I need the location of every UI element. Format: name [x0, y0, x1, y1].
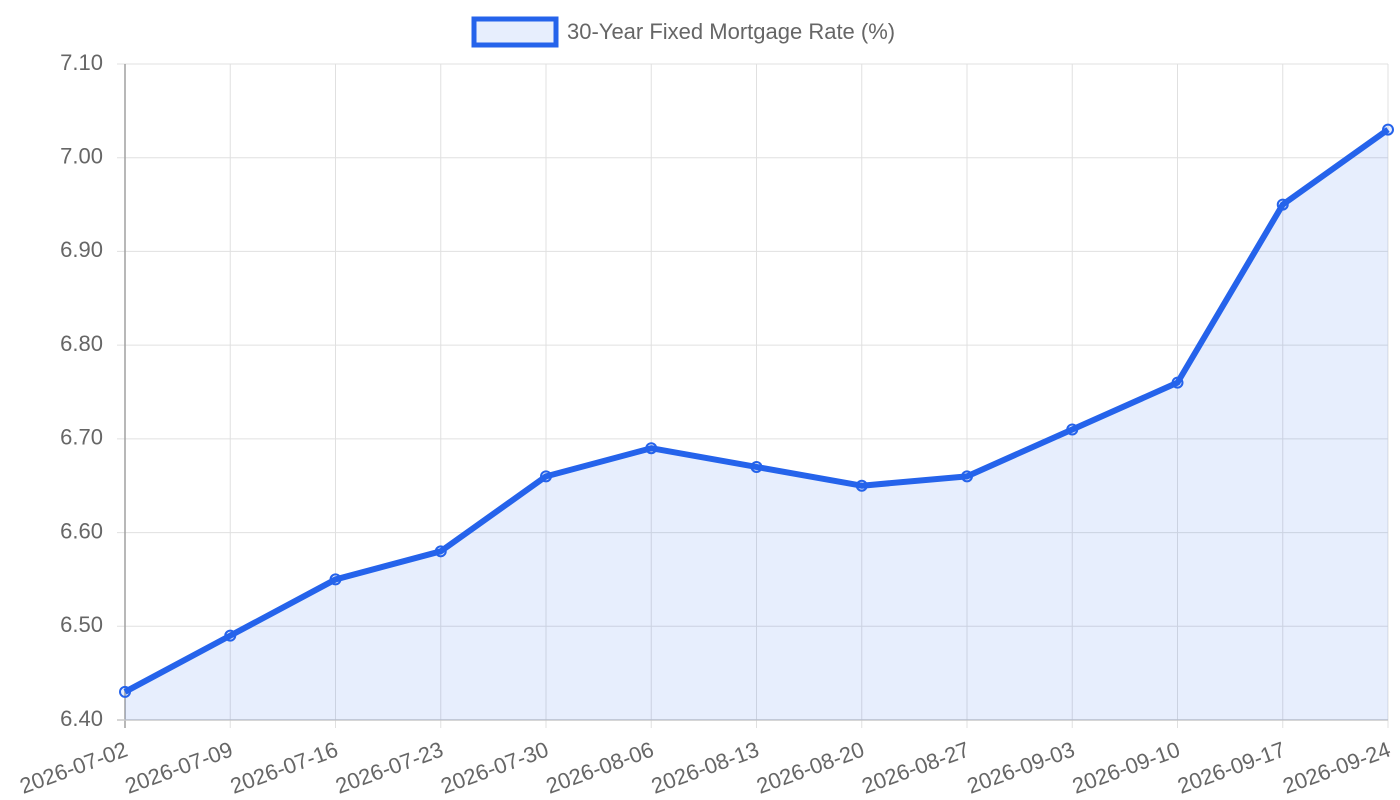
point — [434, 545, 447, 558]
point — [750, 460, 763, 473]
x-tick-label: 2026-08-06 — [543, 737, 657, 799]
line — [123, 127, 1390, 695]
legend-swatch[interactable] — [471, 16, 559, 48]
point — [855, 479, 868, 492]
point — [540, 470, 552, 483]
y-tick-label: 7.00 — [60, 144, 103, 169]
point — [1066, 423, 1079, 436]
x-tick-label: 2026-07-02 — [16, 737, 130, 799]
y-tick-label: 6.90 — [60, 237, 103, 262]
x-tick-label: 2026-09-03 — [964, 737, 1078, 799]
y-tick-label: 6.80 — [60, 331, 103, 356]
point — [645, 442, 658, 455]
point — [119, 685, 131, 698]
x-tick-label: 2026-07-30 — [437, 737, 551, 799]
x-tick-label: 2026-08-13 — [648, 737, 762, 799]
x-tick-label: 2026-09-10 — [1069, 737, 1183, 799]
y-tick-label: 7.10 — [60, 50, 103, 75]
x-tick-label: 2026-09-17 — [1174, 737, 1288, 799]
y-tick-label: 6.40 — [60, 706, 103, 731]
point — [1171, 376, 1184, 389]
point — [329, 573, 342, 586]
point — [1382, 123, 1394, 136]
point — [961, 470, 973, 483]
x-tick-label: 2026-07-16 — [227, 737, 341, 799]
area — [125, 129, 1388, 721]
x-tick-label: 2026-07-23 — [332, 737, 446, 799]
x-tick-label: 2026-09-24 — [1279, 737, 1393, 799]
y-tick-label: 6.50 — [60, 612, 103, 637]
x-tick-label: 2026-07-09 — [122, 737, 236, 799]
x-tick-label: 2026-08-27 — [858, 737, 972, 799]
point — [224, 629, 237, 642]
y-tick-label: 6.70 — [60, 425, 103, 450]
point — [1276, 198, 1289, 211]
y-tick-label: 6.60 — [60, 518, 103, 543]
x-tick-label: 2026-08-20 — [753, 737, 867, 799]
legend-label[interactable]: 30-Year Fixed Mortgage Rate (%) — [567, 19, 895, 44]
